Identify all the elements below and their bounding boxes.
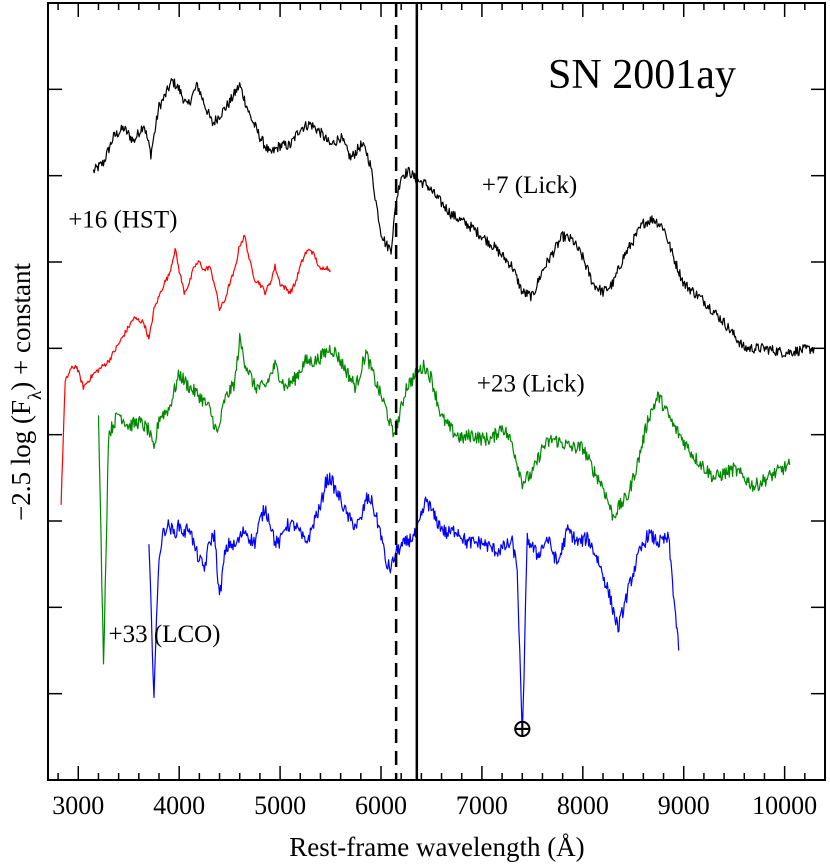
x-axis-label: Rest-frame wavelength (Å) [289, 832, 584, 862]
spectrum-label-1: +16 (HST) [68, 207, 177, 234]
vertical-lines [394, 3, 419, 780]
spectrum-label-2: +23 (Lick) [477, 371, 585, 398]
y-axis-label-sub: λ [25, 390, 46, 400]
x-tick-label: 9000 [658, 791, 710, 820]
spectrum-line-1 [60, 234, 331, 505]
y-axis-label: −2.5 log (Fλ) + constant [6, 263, 46, 521]
x-tick-label: 3000 [52, 791, 104, 820]
x-tick-label: 10000 [752, 791, 817, 820]
x-tick-label: 7000 [456, 791, 508, 820]
x-tick-label: 6000 [355, 791, 407, 820]
chart-title: SN 2001ay [548, 52, 736, 98]
spectrum-label-0: +7 (Lick) [482, 172, 577, 199]
series-layer [60, 78, 816, 737]
spectrum-line-0 [92, 78, 816, 358]
earth-symbol-annotation: ⊕ [511, 714, 533, 743]
plot-frame [47, 2, 826, 781]
spectrum-line-3 [148, 472, 680, 737]
labels: SN 2001ay Rest-frame wavelength (Å) −2.5… [6, 52, 736, 862]
spectrum-line-2 [97, 332, 791, 665]
y-axis-label-tail: ) + constant [6, 263, 36, 391]
x-tick-label: 4000 [153, 791, 205, 820]
y-axis-label-main: −2.5 log (F [6, 400, 36, 521]
spectrum-label-3: +33 (LCO) [109, 621, 221, 648]
x-tick-label: 8000 [557, 791, 609, 820]
axis-ticks: 3000 4000 5000 6000 7000 8000 9000 10000 [48, 3, 826, 820]
x-tick-label: 5000 [254, 791, 306, 820]
